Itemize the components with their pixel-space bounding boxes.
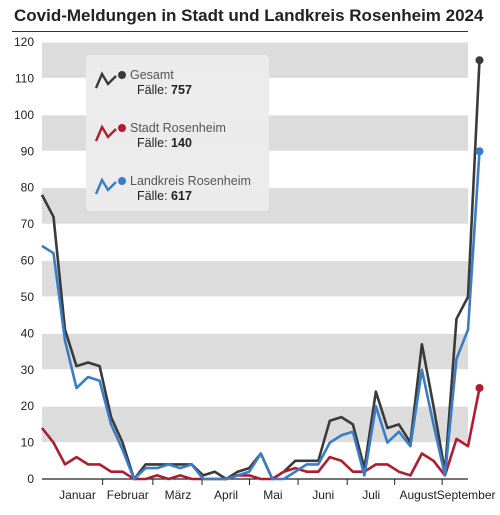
series-endpoint-stadt-rosenheim: [475, 383, 484, 392]
legend-count-label: Fälle:: [137, 189, 171, 203]
legend-swatch-landkreis-rosenheim: [94, 177, 117, 195]
y-tick-label: 60: [21, 254, 35, 268]
y-tick-label: 120: [14, 35, 34, 49]
legend-count-label: Fälle:: [137, 136, 171, 150]
legend-swatch-gesamt: [94, 71, 117, 89]
legend-swatch-dot: [118, 71, 126, 79]
grid-band: [42, 333, 468, 370]
series-endpoint-gesamt: [475, 56, 484, 65]
legend-count-stadt-rosenheim: Fälle: 140: [137, 136, 192, 150]
y-tick-label: 50: [21, 290, 35, 304]
legend-count-gesamt: Fälle: 757: [137, 83, 192, 97]
legend-count-value: 757: [171, 83, 192, 97]
series-lines: [40, 56, 484, 481]
x-tick-label: Juli: [362, 488, 380, 502]
legend-count-landkreis-rosenheim: Fälle: 617: [137, 189, 192, 203]
legend-count-label: Fälle:: [137, 83, 171, 97]
legend-count-value: 140: [171, 136, 192, 150]
x-tick-label: Juni: [312, 488, 334, 502]
legend-count-value: 617: [171, 189, 192, 203]
y-tick-label: 100: [14, 108, 34, 122]
y-tick-label: 90: [21, 144, 35, 158]
y-tick-label: 10: [21, 436, 35, 450]
x-axis: Januar Februar März April Mai Juni Juli August S…: [42, 478, 496, 502]
y-axis-ticks: 0 10 20 30 40 50 60 70 80 90 100 110 120: [14, 35, 34, 486]
x-tick-label: August: [399, 488, 437, 502]
y-tick-label: 70: [21, 217, 35, 231]
y-tick-label: 20: [21, 399, 35, 413]
legend-label-stadt-rosenheim: Stadt Rosenheim: [130, 121, 226, 135]
grid-band: [42, 260, 468, 297]
legend-swatch-dot: [118, 177, 126, 185]
legend-swatch-stadt-rosenheim: [94, 124, 117, 142]
y-tick-label: 0: [27, 472, 34, 486]
title-divider: [12, 31, 468, 32]
y-tick-label: 40: [21, 326, 35, 340]
legend-label-landkreis-rosenheim: Landkreis Rosenheim: [130, 174, 251, 188]
y-tick-label: 30: [21, 363, 35, 377]
y-tick-label: 80: [21, 181, 35, 195]
x-tick-label: Januar: [59, 488, 96, 502]
chart-title: Covid-Meldungen in Stadt und Landkreis R…: [14, 6, 484, 25]
x-tick-label: Februar: [107, 488, 149, 502]
series-endpoint-landkreis-rosenheim: [475, 147, 484, 156]
x-tick-label: September: [437, 488, 496, 502]
legend-box: [86, 55, 269, 211]
x-tick-label: Mai: [263, 488, 282, 502]
y-tick-label: 110: [15, 71, 34, 85]
x-tick-label: März: [165, 488, 192, 502]
legend-swatch-dot: [118, 124, 126, 132]
series-line-landkreis-rosenheim: [41, 151, 481, 481]
x-tick-label: April: [214, 488, 238, 502]
series-line-stadt-rosenheim: [40, 387, 481, 481]
legend-label-gesamt: Gesamt: [130, 68, 174, 82]
